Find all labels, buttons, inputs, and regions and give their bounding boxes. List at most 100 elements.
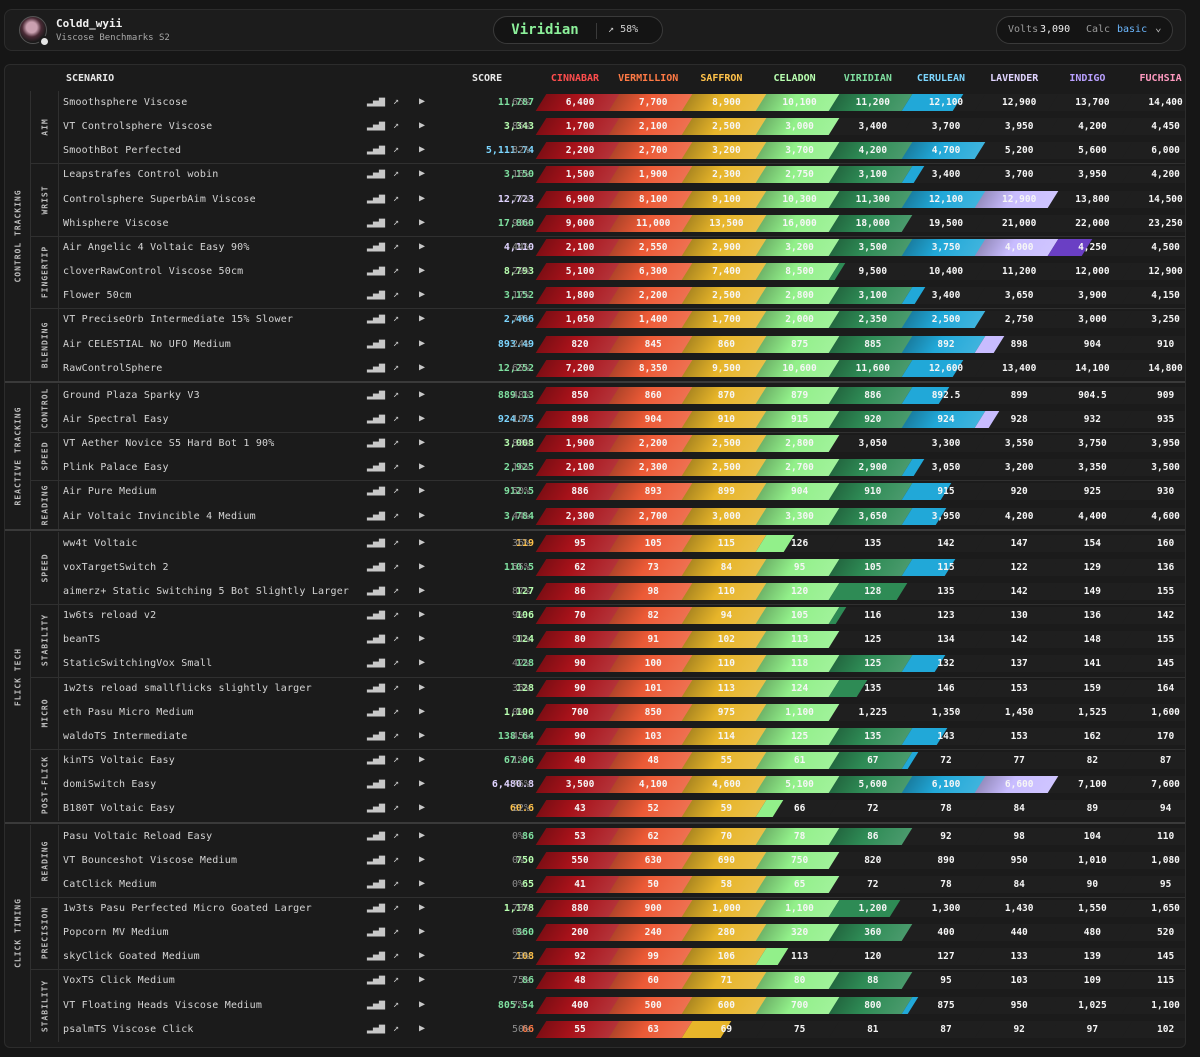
scenario-name[interactable]: Plink Palace Easy — [63, 462, 169, 474]
scenario-row[interactable]: waldoTS Intermediate ▂▄▆ ↗ ▶ 138.64 45% 90 103 1… — [59, 725, 1185, 749]
play-icon[interactable]: ▶ — [419, 853, 426, 865]
play-icon[interactable]: ▶ — [419, 461, 426, 473]
scenario-name[interactable]: VoxTS Click Medium — [63, 975, 175, 987]
leaderboard-icon[interactable]: ▂▄▆ — [367, 461, 386, 473]
scenario-row[interactable]: Air Angelic 4 Voltaic Easy 90% ▂▄▆ ↗ ▶ 4,110… — [59, 236, 1185, 260]
leaderboard-icon[interactable]: ▂▄▆ — [367, 829, 386, 841]
scenario-name[interactable]: VT Bounceshot Viscose Medium — [63, 854, 238, 866]
scenario-name[interactable]: VT PreciseOrb Intermediate 15% Slower — [63, 314, 294, 326]
scenario-row[interactable]: Ground Plaza Sparky V3 ▂▄▆ ↗ ▶ 889.13 48% 850 8… — [59, 384, 1185, 408]
leaderboard-icon[interactable]: ▂▄▆ — [367, 609, 386, 621]
scenario-row[interactable]: Air Spectral Easy ▂▄▆ ↗ ▶ 924.75 18% 898 904 910… — [59, 408, 1185, 432]
trend-chart-icon[interactable]: ↗ — [393, 681, 400, 693]
leaderboard-icon[interactable]: ▂▄▆ — [367, 168, 386, 180]
chevron-down-icon[interactable]: ⌄ — [1155, 21, 1162, 34]
leaderboard-icon[interactable]: ▂▄▆ — [367, 633, 386, 645]
play-icon[interactable]: ▶ — [419, 1022, 426, 1034]
scenario-name[interactable]: Flower 50cm — [63, 290, 132, 302]
scenario-row[interactable]: 1w6ts reload v2 ▂▄▆ ↗ ▶ 106 9% 70 82 94 105 116 123… — [59, 604, 1185, 628]
play-icon[interactable]: ▶ — [419, 265, 426, 277]
leaderboard-icon[interactable]: ▂▄▆ — [367, 729, 386, 741]
play-icon[interactable]: ▶ — [419, 240, 426, 252]
play-icon[interactable]: ▶ — [419, 974, 426, 986]
leaderboard-icon[interactable]: ▂▄▆ — [367, 337, 386, 349]
trend-chart-icon[interactable]: ↗ — [393, 585, 400, 596]
trend-chart-icon[interactable]: ↗ — [393, 337, 400, 349]
scenario-name[interactable]: ww4t Voltaic — [63, 537, 138, 549]
trend-chart-icon[interactable]: ↗ — [393, 754, 400, 766]
scenario-name[interactable]: waldoTS Intermediate — [63, 730, 188, 742]
scenario-name[interactable]: Whisphere Viscose — [63, 217, 169, 229]
volts-calc-control[interactable]: Volts 3,090 Calc basic ⌄ — [996, 16, 1173, 44]
leaderboard-icon[interactable]: ▂▄▆ — [367, 509, 386, 521]
play-icon[interactable]: ▶ — [419, 998, 426, 1010]
trend-chart-icon[interactable]: ↗ — [393, 901, 400, 913]
trend-chart-icon[interactable]: ↗ — [393, 313, 400, 325]
play-icon[interactable]: ▶ — [419, 705, 426, 717]
play-icon[interactable]: ▶ — [419, 412, 426, 424]
leaderboard-icon[interactable]: ▂▄▆ — [367, 144, 386, 156]
play-icon[interactable]: ▶ — [419, 337, 426, 349]
scenario-name[interactable]: Popcorn MV Medium — [63, 927, 169, 939]
trend-chart-icon[interactable]: ↗ — [393, 216, 400, 228]
scenario-row[interactable]: Air CELESTIAL No UFO Medium ▂▄▆ ↗ ▶ 893.49 24… — [59, 333, 1185, 357]
scenario-row[interactable]: 1w2ts reload smallflicks slightly larger… — [59, 677, 1185, 701]
play-icon[interactable]: ▶ — [419, 536, 426, 548]
play-icon[interactable]: ▶ — [419, 754, 426, 766]
scenario-row[interactable]: Controlsphere SuperbAim Viscose ▂▄▆ ↗ ▶ 12,7… — [59, 188, 1185, 212]
play-icon[interactable]: ▶ — [419, 877, 426, 889]
trend-chart-icon[interactable]: ↗ — [393, 120, 400, 132]
scenario-name[interactable]: VT Aether Novice S5 Hard Bot 1 90% — [63, 438, 275, 450]
trend-chart-icon[interactable]: ↗ — [393, 926, 400, 938]
trend-chart-icon[interactable]: ↗ — [393, 729, 400, 741]
play-icon[interactable]: ▶ — [419, 926, 426, 938]
leaderboard-icon[interactable]: ▂▄▆ — [367, 754, 386, 766]
scenario-name[interactable]: 1w2ts reload smallflicks slightly larger — [63, 682, 312, 694]
play-icon[interactable]: ▶ — [419, 509, 426, 521]
scenario-name[interactable]: kinTS Voltaic Easy — [63, 755, 175, 767]
leaderboard-icon[interactable]: ▂▄▆ — [367, 388, 386, 400]
leaderboard-icon[interactable]: ▂▄▆ — [367, 216, 386, 228]
trend-chart-icon[interactable]: ↗ — [393, 1022, 400, 1034]
scenario-row[interactable]: Leapstrafes Control wobin ▂▄▆ ↗ ▶ 3,150 16% 1,… — [59, 163, 1185, 187]
play-icon[interactable]: ▶ — [419, 216, 426, 228]
play-icon[interactable]: ▶ — [419, 829, 426, 841]
scenario-name[interactable]: CatClick Medium — [63, 878, 157, 890]
trend-chart-icon[interactable]: ↗ — [393, 96, 400, 107]
scenario-row[interactable]: cloverRawControl Viscose 50cm ▂▄▆ ↗ ▶ 8,793 2… — [59, 260, 1185, 284]
leaderboard-icon[interactable]: ▂▄▆ — [367, 536, 386, 548]
calc-select[interactable]: basic — [1117, 24, 1148, 35]
play-icon[interactable]: ▶ — [419, 729, 426, 741]
play-icon[interactable]: ▶ — [419, 96, 426, 107]
trend-chart-icon[interactable]: ↗ — [393, 536, 400, 548]
trend-chart-icon[interactable]: ↗ — [393, 877, 400, 889]
play-icon[interactable]: ▶ — [419, 802, 426, 814]
leaderboard-icon[interactable]: ▂▄▆ — [367, 705, 386, 717]
trend-chart-icon[interactable]: ↗ — [393, 144, 400, 156]
leaderboard-icon[interactable]: ▂▄▆ — [367, 120, 386, 132]
leaderboard-icon[interactable]: ▂▄▆ — [367, 802, 386, 814]
scenario-row[interactable]: Popcorn MV Medium ▂▄▆ ↗ ▶ 360 0% 200 240 280 320 3… — [59, 921, 1185, 945]
scenario-name[interactable]: Air Spectral Easy — [63, 413, 169, 425]
leaderboard-icon[interactable]: ▂▄▆ — [367, 877, 386, 889]
scenario-row[interactable]: kinTS Voltaic Easy ▂▄▆ ↗ ▶ 67.06 1% 40 48 55 61 67… — [59, 749, 1185, 773]
leaderboard-icon[interactable]: ▂▄▆ — [367, 240, 386, 252]
play-icon[interactable]: ▶ — [419, 778, 426, 790]
leaderboard-icon[interactable]: ▂▄▆ — [367, 437, 386, 449]
scenario-name[interactable]: Ground Plaza Sparky V3 — [63, 389, 200, 401]
scenario-name[interactable]: skyClick Goated Medium — [63, 951, 200, 963]
trend-chart-icon[interactable]: ↗ — [393, 168, 400, 180]
leaderboard-icon[interactable]: ▂▄▆ — [367, 313, 386, 325]
leaderboard-icon[interactable]: ▂▄▆ — [367, 657, 386, 669]
trend-chart-icon[interactable]: ↗ — [393, 289, 400, 301]
play-icon[interactable]: ▶ — [419, 901, 426, 913]
scenario-name[interactable]: SmoothBot Perfected — [63, 145, 182, 157]
scenario-row[interactable]: VT PreciseOrb Intermediate 15% Slower ▂▄▆… — [59, 308, 1185, 332]
scenario-row[interactable]: Flower 50cm ▂▄▆ ↗ ▶ 3,152 17% 1,800 2,200 2,500 2… — [59, 284, 1185, 308]
scenario-row[interactable]: VoxTS Click Medium ▂▄▆ ↗ ▶ 86 75% 48 60 71 80 88 95… — [59, 969, 1185, 993]
leaderboard-icon[interactable]: ▂▄▆ — [367, 681, 386, 693]
play-icon[interactable]: ▶ — [419, 192, 426, 204]
scenario-row[interactable]: beanTS ▂▄▆ ↗ ▶ 124 91% 80 91 102 113 125 134 142 148 1… — [59, 628, 1185, 652]
leaderboard-icon[interactable]: ▂▄▆ — [367, 192, 386, 204]
trend-chart-icon[interactable]: ↗ — [393, 705, 400, 717]
